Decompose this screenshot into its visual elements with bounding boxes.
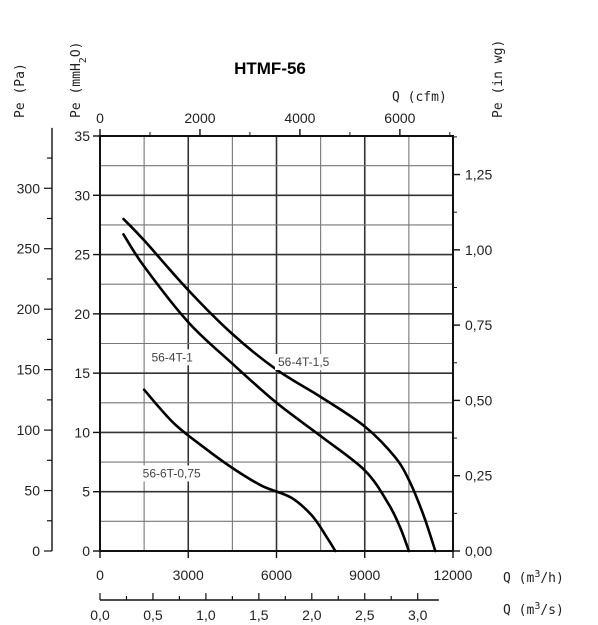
cfm-tick-label: 2000 — [184, 110, 215, 126]
cfm-axis-title: Q (cfm) — [392, 90, 447, 105]
series-56-4t-1-5-label: 56-4T-1,5 — [278, 355, 330, 369]
m3h-axis-title-part: Q (m — [503, 571, 534, 586]
pa-tick-label: 300 — [17, 180, 41, 196]
inwg-tick-label: 0,00 — [465, 543, 492, 559]
pa-tick-label: 0 — [32, 543, 40, 559]
grid — [100, 136, 453, 551]
series-label-backdrop — [274, 354, 345, 371]
mmH2O-tick-label: 20 — [74, 306, 90, 322]
m3h-axis-title: Q (m3/h) — [503, 569, 564, 587]
m3h-tick-label: 0 — [96, 567, 104, 583]
mmH2O-tick-label: 5 — [82, 484, 90, 500]
pa-tick-label: 150 — [17, 362, 41, 378]
m3s-tick-label: 3,0 — [408, 607, 428, 623]
pa-axis-title: Pe (Pa) — [13, 63, 28, 118]
pa-tick-label: 200 — [17, 301, 41, 317]
m3s-tick-label: 2,0 — [302, 607, 322, 623]
cfm-tick-label: 4000 — [284, 110, 315, 126]
inwg-tick-label: 1,25 — [465, 167, 492, 183]
cfm-tick-label: 0 — [96, 110, 104, 126]
series-label-backdrop — [148, 349, 205, 366]
series-group — [122, 217, 437, 553]
mmH2O-axis-title-part: Pe (mmH — [69, 63, 84, 118]
series-56-6t-0-75-label: 56-6T-0,75 — [143, 466, 201, 480]
inwg-tick-label: 0,75 — [465, 317, 492, 333]
pa-tick-label: 100 — [17, 422, 41, 438]
m3h-tick-label: 3000 — [173, 567, 204, 583]
m3s-axis-title-part: 3 — [534, 601, 540, 612]
mmH2O-tick-label: 25 — [74, 247, 90, 263]
chart-title: HTMF-56 — [234, 59, 306, 78]
m3s-tick-label: 1,5 — [249, 607, 269, 623]
m3s-axis-title-part: /s) — [540, 603, 563, 618]
m3h-tick-label: 6000 — [261, 567, 292, 583]
series-56-4t-1-label: 56-4T-1 — [151, 350, 193, 364]
m3h-axis-title-part: 3 — [534, 569, 540, 580]
series-label-backdrop — [139, 465, 217, 482]
mmH2O-axis-title-part: 2 — [78, 57, 89, 63]
m3h-axis-title-part: /h) — [540, 571, 563, 586]
mmH2O-axis-title-part: O) — [69, 42, 84, 58]
pa-axis-title-part: Pe (Pa) — [13, 63, 28, 118]
mmH2O-axis-title: Pe (mmH2O) — [69, 42, 89, 118]
m3s-axis-title-part: Q (m — [503, 603, 534, 618]
pa-tick-label: 50 — [24, 483, 40, 499]
pa-tick-label: 250 — [17, 241, 41, 257]
m3s-tick-label: 0,0 — [90, 607, 110, 623]
labels: 051015202530350501001502002503000,000,25… — [13, 40, 564, 623]
m3s-tick-label: 1,0 — [196, 607, 216, 623]
inwg-tick-label: 0,50 — [465, 392, 492, 408]
m3s-axis-title: Q (m3/s) — [503, 601, 564, 619]
inwg-tick-label: 1,00 — [465, 242, 492, 258]
inwg-axis-title-part: Pe (in wg) — [491, 40, 506, 118]
mmH2O-tick-label: 35 — [74, 128, 90, 144]
m3s-tick-label: 0,5 — [143, 607, 163, 623]
series-56-4t-1-5-line — [122, 217, 437, 553]
m3h-tick-label: 9000 — [349, 567, 380, 583]
cfm-tick-label: 6000 — [384, 110, 415, 126]
series-56-6t-0-75-line — [142, 388, 337, 553]
axes — [44, 127, 460, 601]
inwg-axis-title: Pe (in wg) — [491, 40, 506, 118]
mmH2O-tick-label: 15 — [74, 365, 90, 381]
mmH2O-tick-label: 30 — [74, 187, 90, 203]
series-56-4t-1-line — [122, 233, 411, 553]
mmH2O-tick-label: 10 — [74, 424, 90, 440]
inwg-tick-label: 0,25 — [465, 468, 492, 484]
m3h-tick-label: 12000 — [434, 567, 473, 583]
mmH2O-tick-label: 0 — [82, 543, 90, 559]
m3s-tick-label: 2,5 — [355, 607, 375, 623]
